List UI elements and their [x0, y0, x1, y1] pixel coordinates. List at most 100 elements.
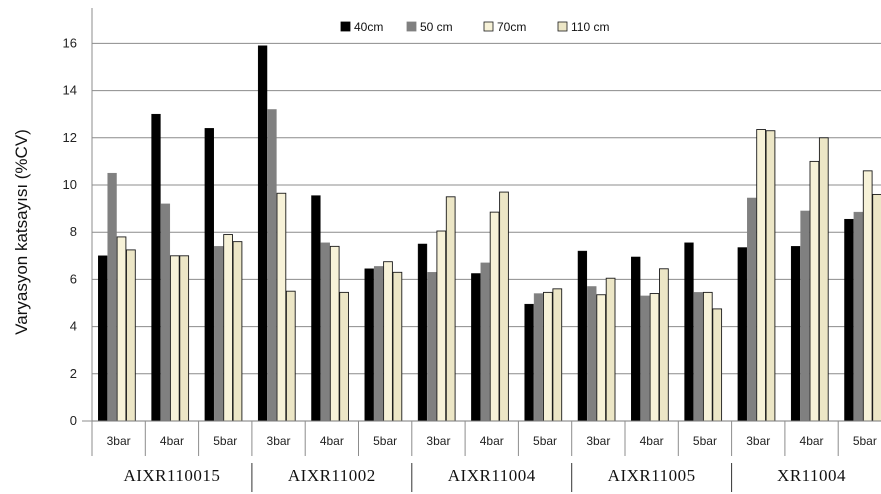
bar [427, 272, 437, 422]
bar [552, 288, 563, 422]
bar [285, 290, 296, 422]
legend-swatch [483, 21, 494, 32]
bar [605, 277, 616, 422]
bar [737, 247, 747, 422]
pressure-label: 4bar [480, 434, 504, 448]
bar [756, 129, 766, 422]
bar [596, 294, 607, 422]
pressure-label: 5bar [373, 434, 397, 448]
nozzle-group-label: XR11004 [777, 466, 846, 485]
y-tick-label: 4 [70, 319, 77, 334]
bar [329, 245, 340, 422]
bar [693, 292, 704, 422]
bar [471, 273, 481, 422]
bar [684, 242, 694, 422]
y-tick-label: 0 [70, 413, 77, 428]
pressure-label: 4bar [160, 434, 184, 448]
bar [383, 261, 393, 422]
bar [107, 172, 117, 422]
y-tick-label: 12 [63, 130, 77, 145]
pressure-label: 5bar [213, 434, 237, 448]
legend-label: 40cm [354, 20, 383, 34]
pressure-label: 3bar [586, 434, 610, 448]
bar [649, 293, 660, 422]
y-tick-label: 6 [70, 271, 77, 286]
bar [223, 234, 233, 422]
y-tick-label: 10 [63, 177, 77, 192]
nozzle-group-label: AIXR110015 [123, 466, 220, 485]
pressure-label: 4bar [640, 434, 664, 448]
bar [659, 268, 669, 422]
bar [524, 303, 534, 422]
bar [499, 191, 509, 422]
pressure-label: 5bar [533, 434, 557, 448]
axes [82, 8, 881, 492]
y-tick-label: 16 [63, 35, 77, 50]
bars [98, 45, 881, 422]
labels: 0 2 4 6 8 10 12 14 16 3bar 4bar 5bar 3bar 4bar 5bar 3ba… [63, 35, 877, 485]
bar [702, 291, 713, 422]
bar [339, 291, 349, 422]
nozzle-group-label: AIXR11004 [448, 466, 536, 485]
legend: 40cm 50 cm 70cm 110 cm [340, 20, 609, 34]
bar [747, 197, 757, 422]
bar [257, 45, 268, 422]
y-tick-label: 14 [63, 83, 77, 98]
legend-swatch [340, 21, 351, 32]
bar [818, 137, 829, 422]
bar [577, 250, 588, 422]
bar [640, 295, 650, 422]
bar [631, 256, 641, 422]
pressure-label: 4bar [320, 434, 344, 448]
bar [267, 109, 277, 422]
bar [320, 242, 330, 422]
bar [533, 293, 544, 422]
pressure-label: 5bar [693, 434, 717, 448]
bar [311, 195, 321, 422]
bar [179, 255, 190, 422]
bar [373, 266, 384, 422]
bar [160, 203, 171, 422]
bar [232, 241, 243, 422]
bar [543, 291, 553, 422]
bar [126, 249, 136, 422]
bar [480, 262, 490, 422]
bar [862, 170, 873, 422]
y-axis-label: Varyasyon katsayısı (%CV) [12, 129, 31, 335]
bar [765, 130, 776, 422]
bar [214, 246, 224, 422]
bar [790, 246, 801, 422]
bar [204, 128, 214, 422]
bar [169, 255, 180, 422]
bar [116, 236, 127, 422]
legend-label: 50 cm [420, 20, 453, 34]
nozzle-group-label: AIXR11005 [608, 466, 696, 485]
bar [872, 193, 881, 422]
bar [436, 230, 447, 422]
bar [809, 160, 820, 422]
legend-label: 110 cm [571, 20, 609, 34]
bar [587, 286, 597, 422]
bar [853, 211, 863, 422]
pressure-label: 3bar [267, 434, 291, 448]
bar [392, 271, 403, 422]
pressure-label: 3bar [426, 434, 450, 448]
bar [445, 196, 456, 422]
legend-label: 70cm [497, 20, 526, 34]
pressure-label: 3bar [107, 434, 131, 448]
bar [151, 113, 161, 422]
bar [489, 211, 500, 422]
pressure-label: 5bar [853, 434, 877, 448]
bar [844, 218, 854, 422]
y-tick-label: 8 [70, 224, 77, 239]
bar [417, 243, 428, 422]
y-tick-label: 2 [70, 366, 77, 381]
bar [364, 268, 374, 422]
nozzle-group-label: AIXR11002 [288, 466, 376, 485]
pressure-label: 3bar [746, 434, 770, 448]
legend-swatch [557, 21, 568, 32]
bar [800, 210, 810, 422]
legend-swatch [406, 21, 417, 32]
